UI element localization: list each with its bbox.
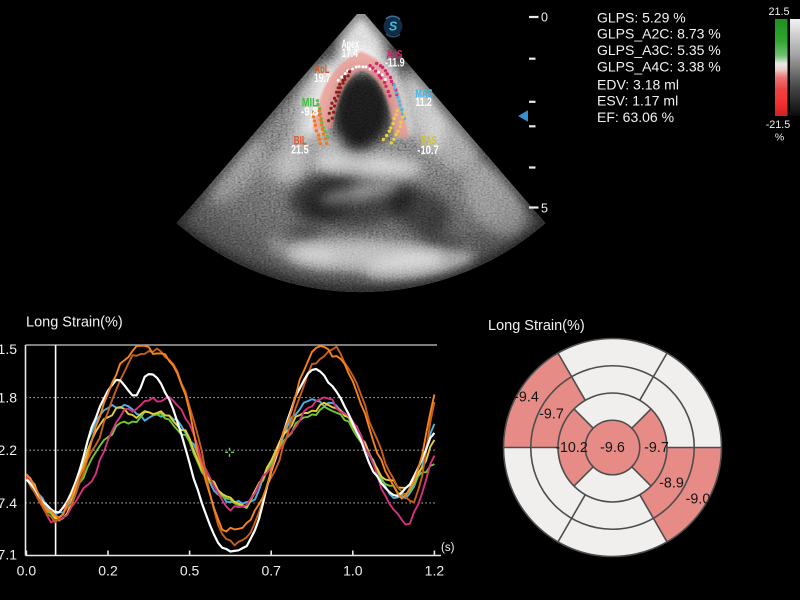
svg-text:-9.4: -9.4 — [514, 389, 539, 405]
svg-text:ApS: ApS — [387, 49, 403, 61]
svg-text:MIL: MIL — [302, 98, 318, 110]
svg-text:-9.6: -9.6 — [600, 440, 625, 456]
svg-text:7.4: 7.4 — [0, 495, 17, 511]
svg-text:EF: 63.06 %: EF: 63.06 % — [597, 109, 674, 125]
svg-text:0.5: 0.5 — [180, 563, 200, 579]
svg-text:-21.5: -21.5 — [766, 119, 791, 131]
svg-text:GLPS: 5.29 %: GLPS: 5.29 % — [597, 9, 686, 25]
svg-text:21.5: 21.5 — [291, 144, 309, 156]
svg-text:1.2: 1.2 — [425, 563, 445, 579]
svg-text:2.2: 2.2 — [0, 442, 17, 458]
svg-text:1.5: 1.5 — [0, 341, 17, 357]
svg-text:-10.2: -10.2 — [555, 440, 588, 456]
svg-text:ESV: 1.17 ml: ESV: 1.17 ml — [597, 93, 678, 109]
svg-text:11.2: 11.2 — [415, 97, 432, 109]
svg-text:Long Strain(%): Long Strain(%) — [26, 315, 123, 331]
svg-text:21.5: 21.5 — [768, 6, 789, 18]
svg-text:17.4: 17.4 — [342, 48, 359, 60]
svg-text:Apex: Apex — [342, 39, 360, 51]
svg-text:0.2: 0.2 — [98, 563, 118, 579]
svg-text:-10.7: -10.7 — [417, 145, 439, 157]
svg-text:GLPS_A3C: 5.35 %: GLPS_A3C: 5.35 % — [597, 42, 721, 58]
svg-text:MAS: MAS — [415, 89, 433, 101]
svg-text:Long Strain(%): Long Strain(%) — [488, 318, 585, 334]
svg-text:%: % — [775, 132, 784, 144]
svg-text:-9.0: -9.0 — [686, 491, 711, 507]
svg-text:0.0: 0.0 — [17, 563, 37, 579]
svg-text:7.1: 7.1 — [0, 547, 17, 563]
svg-text:-8.9: -8.9 — [659, 475, 684, 491]
svg-text:BAS: BAS — [421, 135, 437, 147]
svg-text:-9.7: -9.7 — [539, 406, 564, 422]
svg-text:S: S — [389, 20, 398, 34]
svg-text:-9.7: -9.7 — [644, 440, 669, 456]
svg-text:19.7: 19.7 — [314, 73, 331, 85]
svg-text:0: 0 — [541, 11, 548, 25]
svg-text:GLPS_A2C: 8.73 %: GLPS_A2C: 8.73 % — [597, 26, 721, 42]
svg-text:0.7: 0.7 — [261, 563, 281, 579]
svg-text:(s): (s) — [441, 542, 455, 554]
svg-text:ApL: ApL — [315, 64, 330, 76]
svg-text:EDV: 3.18 ml: EDV: 3.18 ml — [597, 77, 679, 93]
svg-text:-9.8: -9.8 — [301, 106, 319, 118]
svg-text:1.8: 1.8 — [0, 390, 17, 406]
svg-text:1.0: 1.0 — [343, 563, 363, 579]
svg-text:5: 5 — [541, 202, 548, 216]
svg-text:GLPS_A4C: 3.38 %: GLPS_A4C: 3.38 % — [597, 59, 721, 75]
svg-text:-11.9: -11.9 — [385, 58, 405, 70]
svg-text:BIL: BIL — [294, 135, 307, 147]
